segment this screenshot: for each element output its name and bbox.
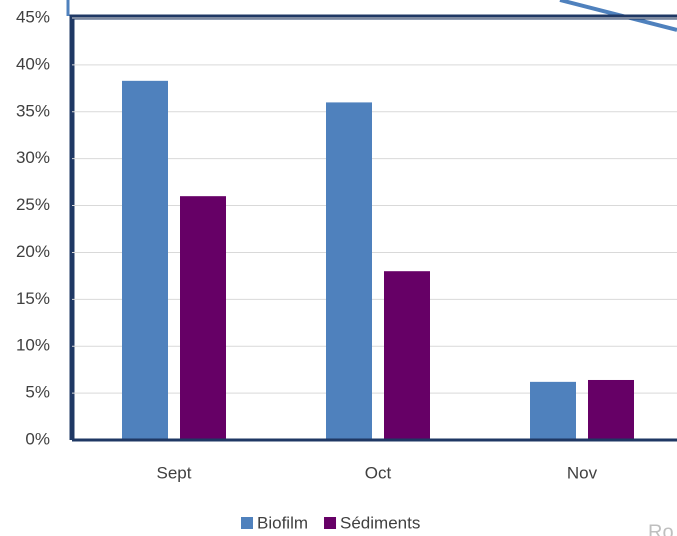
y-tick-label: 20%: [16, 242, 50, 261]
legend-label: Sédiments: [340, 513, 420, 532]
y-tick-label: 30%: [16, 148, 50, 167]
y-tick-label: 40%: [16, 54, 50, 73]
y-tick-label: 10%: [16, 336, 50, 355]
y-tick-label: 15%: [16, 289, 50, 308]
bar: [384, 271, 430, 440]
bar: [180, 196, 226, 440]
x-tick-label: Sept: [157, 463, 192, 482]
legend-label: Biofilm: [257, 513, 308, 532]
y-tick-label: 5%: [25, 383, 50, 402]
x-tick-label: Nov: [567, 463, 598, 482]
y-tick-label: 35%: [16, 101, 50, 120]
y-tick-label: 0%: [25, 429, 50, 448]
annotation: Ro: [648, 521, 674, 536]
bar: [530, 381, 576, 440]
bar: [588, 379, 634, 440]
y-tick-label: 25%: [16, 195, 50, 214]
bar: [122, 80, 168, 440]
y-tick-label: 45%: [16, 7, 50, 26]
bar: [326, 102, 372, 441]
x-tick-label: Oct: [365, 463, 392, 482]
legend-swatch: [241, 517, 253, 529]
legend-swatch: [324, 517, 337, 529]
